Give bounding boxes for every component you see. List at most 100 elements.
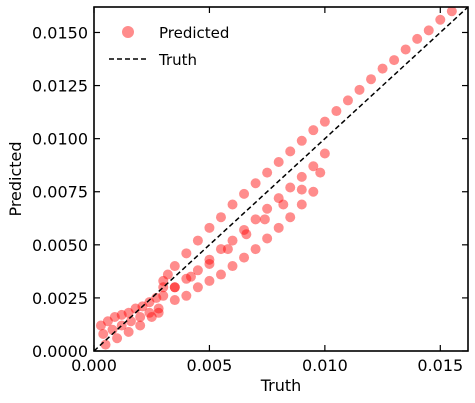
scatter-point — [181, 290, 192, 301]
scatter-point — [239, 188, 250, 199]
scatter-point — [146, 312, 157, 323]
scatter-point — [227, 261, 238, 272]
scatter-point — [262, 233, 273, 244]
scatter-point — [273, 157, 284, 168]
scatter-point — [116, 309, 127, 320]
y-tick-label: 0.0000 — [32, 342, 88, 361]
scatter-point — [181, 273, 192, 284]
scatter-point — [227, 235, 238, 246]
scatter-point — [169, 261, 180, 272]
scatter-point — [123, 307, 134, 318]
scatter-point — [262, 167, 273, 178]
x-tick-label: 0.015 — [417, 356, 463, 375]
x-tick-label: 0.000 — [71, 356, 117, 375]
scatter-point — [285, 146, 296, 157]
scatter-point — [239, 252, 250, 263]
scatter-point — [412, 33, 423, 44]
scatter-point — [308, 161, 319, 172]
scatter-point — [192, 265, 203, 276]
x-axis-label: Truth — [260, 376, 302, 395]
scatter-point — [169, 295, 180, 306]
plot-frame — [93, 6, 469, 352]
scatter-point — [446, 7, 457, 17]
scatter-point — [123, 326, 134, 337]
x-ticks: 0.000 0.005 0.010 0.015 — [71, 7, 463, 375]
scatter-point — [215, 212, 226, 223]
scatter-point — [259, 214, 270, 225]
scatter-point — [153, 307, 164, 318]
scatter-point — [112, 333, 123, 344]
scatter-point — [169, 282, 180, 293]
scatter-point — [308, 125, 319, 136]
scatter-point — [215, 244, 226, 255]
scatter-point — [162, 269, 173, 280]
scatter-point — [215, 269, 226, 280]
scatter-point — [389, 55, 400, 66]
scatter-point — [98, 329, 109, 340]
scatter-point — [135, 312, 146, 323]
scatter-point — [262, 203, 273, 214]
scatter-point — [278, 199, 289, 210]
legend-label-predicted: Predicted — [159, 24, 229, 42]
scatter-point — [239, 224, 250, 235]
y-tick-label: 0.0100 — [32, 130, 88, 149]
scatter-point — [400, 44, 411, 55]
legend-marker-predicted — [122, 26, 134, 38]
scatter-point — [102, 316, 113, 327]
truth-line — [94, 7, 468, 351]
scatter-point — [273, 222, 284, 233]
scatter-point — [315, 167, 326, 178]
scatter-point — [192, 235, 203, 246]
scatter-point — [192, 282, 203, 293]
x-tick-label: 0.010 — [302, 356, 348, 375]
scatter-point — [342, 95, 353, 106]
scatter-point — [135, 320, 146, 331]
legend-label-truth: Truth — [158, 51, 197, 69]
truth-line-group — [94, 7, 468, 351]
scatter-point — [285, 212, 296, 223]
y-axis-label: Predicted — [6, 141, 25, 216]
y-tick-label: 0.0150 — [32, 23, 88, 42]
scatter-point — [296, 135, 307, 146]
scatter-point — [204, 258, 215, 269]
scatter-point — [125, 316, 136, 327]
scatter-point — [185, 271, 196, 282]
scatter-point — [95, 320, 106, 331]
scatter-point — [227, 199, 238, 210]
scatter-point — [366, 74, 377, 85]
scatter-point — [144, 307, 155, 318]
scatter-point — [204, 254, 215, 265]
scatter-point — [354, 84, 365, 95]
scatter-point — [319, 116, 330, 127]
scatter-point — [241, 229, 252, 240]
scatter-point — [222, 244, 233, 255]
scatter-point — [308, 186, 319, 197]
scatter-point — [204, 275, 215, 286]
y-tick-label: 0.0025 — [32, 289, 88, 308]
scatter-point — [144, 297, 155, 308]
scatter-point — [296, 184, 307, 195]
scatter-point — [250, 178, 261, 189]
scatter-point — [100, 339, 111, 350]
scatter-point — [250, 214, 261, 225]
scatter-point — [319, 148, 330, 159]
scatter-point — [153, 303, 164, 314]
scatter-point — [296, 199, 307, 210]
legend: Predicted Truth — [109, 24, 229, 69]
y-ticks: 0.0000 0.0025 0.0050 0.0075 0.0100 0.0125 0.01… — [32, 23, 468, 361]
scatter-point — [435, 14, 446, 25]
y-tick-label: 0.0125 — [32, 77, 88, 96]
scatter-point — [204, 222, 215, 233]
scatter-point — [331, 106, 342, 117]
y-tick-label: 0.0075 — [32, 183, 88, 202]
scatter-point — [273, 193, 284, 204]
scatter-point — [181, 248, 192, 259]
scatter-point — [285, 182, 296, 193]
scatter-points — [95, 7, 467, 350]
scatter-point — [377, 63, 388, 74]
y-tick-label: 0.0050 — [32, 236, 88, 255]
scatter-point — [158, 290, 169, 301]
scatter-point — [250, 244, 261, 255]
x-tick-label: 0.005 — [187, 356, 233, 375]
